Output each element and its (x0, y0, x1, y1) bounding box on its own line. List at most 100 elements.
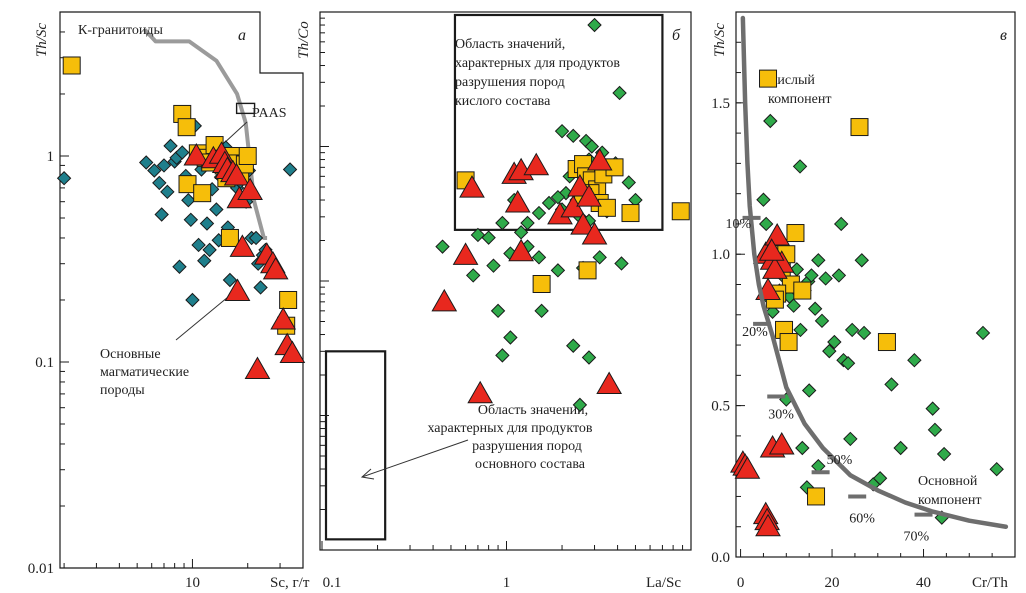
triangle-marker (224, 278, 251, 301)
diamond-marker (844, 322, 860, 338)
diamond-marker (804, 268, 819, 283)
square-marker (759, 69, 778, 88)
diamond-marker (202, 242, 217, 258)
mafic-label-line1: Основные (100, 347, 161, 362)
panel-a-frame (59, 11, 304, 569)
triangle-marker (237, 177, 263, 200)
mafic-label-line2: магматические (100, 365, 189, 380)
triangle-marker (576, 184, 602, 207)
felsic-region-label-4: кислого состава (455, 94, 551, 109)
square-marker (238, 146, 257, 165)
diamond-marker (138, 155, 154, 170)
diamond-marker (840, 356, 856, 371)
diamond-marker (147, 163, 162, 178)
tick-label: 1 (47, 149, 55, 165)
diamond-marker (936, 446, 952, 462)
mixing-curve (740, 15, 1009, 529)
felsic-component-label-1: Кислый (768, 73, 815, 88)
diamond-marker (181, 193, 196, 208)
diamond-marker (872, 471, 888, 486)
diamond-marker (503, 330, 518, 345)
triangle-marker (504, 190, 531, 213)
triangle-marker (452, 242, 479, 265)
triangle-marker (755, 513, 781, 537)
panel-b-points (431, 17, 690, 413)
diamond-marker (282, 162, 298, 177)
square-marker (850, 118, 869, 137)
panel-b-xlabel: La/Sc (646, 575, 681, 591)
diamond-marker (222, 272, 238, 288)
square-marker (220, 228, 239, 247)
panel-c: в Th/Sc Cr/Th 0.0 0.5 1.0 1.5 0 20 40 Кислый к… (711, 11, 1016, 591)
diamond-marker (495, 348, 510, 363)
square-marker (877, 333, 896, 352)
diamond-marker (495, 215, 510, 231)
tick-label: 0 (737, 575, 745, 591)
diamond-marker (786, 298, 801, 313)
diamond-marker (209, 202, 224, 217)
diamond-marker (572, 397, 588, 413)
mixing-mark-label: 60% (849, 511, 875, 526)
triangle-marker (581, 221, 608, 245)
diamond-marker (763, 113, 778, 129)
mixing-mark-label: 50% (827, 453, 853, 468)
diamond-marker (818, 271, 833, 286)
diamond-marker (827, 334, 842, 350)
diamond-marker (566, 338, 581, 353)
mafic-region-box (324, 350, 387, 541)
diamond-marker (185, 292, 200, 308)
square-marker (578, 261, 597, 280)
diamond-marker (814, 313, 830, 329)
diamond-marker (612, 85, 627, 101)
square-marker (779, 333, 798, 352)
panel-a-letter: а (238, 27, 246, 44)
diamond-marker (486, 258, 501, 273)
diamond-marker (756, 192, 771, 207)
paas-box (235, 102, 256, 115)
mixing-marks: 10% 20% 30% 50% 60% 70% (726, 215, 933, 545)
mafic-region-label-1: Область значений, (478, 403, 588, 418)
diamond-marker (534, 303, 549, 319)
felsic-component-label-2: компонент (768, 92, 832, 107)
square-marker (786, 224, 805, 243)
triangle-marker (734, 456, 761, 479)
diamond-marker (822, 343, 837, 359)
diamond-marker (614, 256, 629, 271)
diamond-marker (831, 268, 847, 283)
square-marker (62, 56, 81, 75)
diamond-marker (566, 128, 581, 144)
felsic-region-box (453, 13, 664, 231)
diamond-marker (253, 280, 268, 295)
tick-label: 20 (825, 575, 840, 591)
diamond-marker (541, 195, 557, 211)
diamond-marker (152, 175, 167, 191)
diamond-marker (854, 253, 869, 268)
diamond-marker (465, 268, 481, 283)
mafic-region-pointer (361, 439, 469, 478)
triangle-marker (223, 162, 250, 186)
panel-a-ylabel: Th/Sc (34, 23, 50, 58)
triangle-marker (758, 238, 785, 261)
diamond-marker (56, 171, 72, 186)
diamond-marker (584, 139, 600, 154)
mafic-component-label-1: Основной (918, 474, 978, 489)
panel-a-ticks: 0.01 0.1 1 10 (28, 11, 304, 591)
tick-label: 1 (503, 575, 511, 591)
diamond-marker (581, 350, 597, 365)
mixing-mark-label: 30% (768, 408, 794, 423)
tick-label: 0.1 (35, 355, 54, 371)
triangle-marker (229, 234, 256, 257)
square-marker (279, 290, 298, 309)
diamond-marker (531, 250, 547, 265)
diamond-marker (807, 301, 823, 316)
diamond-marker (925, 401, 940, 416)
square-marker (177, 118, 196, 137)
triangle-marker (523, 152, 550, 176)
triangle-marker (586, 148, 613, 171)
tick-label: 0.01 (28, 561, 54, 577)
diamond-marker (856, 325, 872, 341)
felsic-region-label-2: характерных для продуктов (455, 56, 620, 71)
diamond-marker (248, 230, 264, 246)
